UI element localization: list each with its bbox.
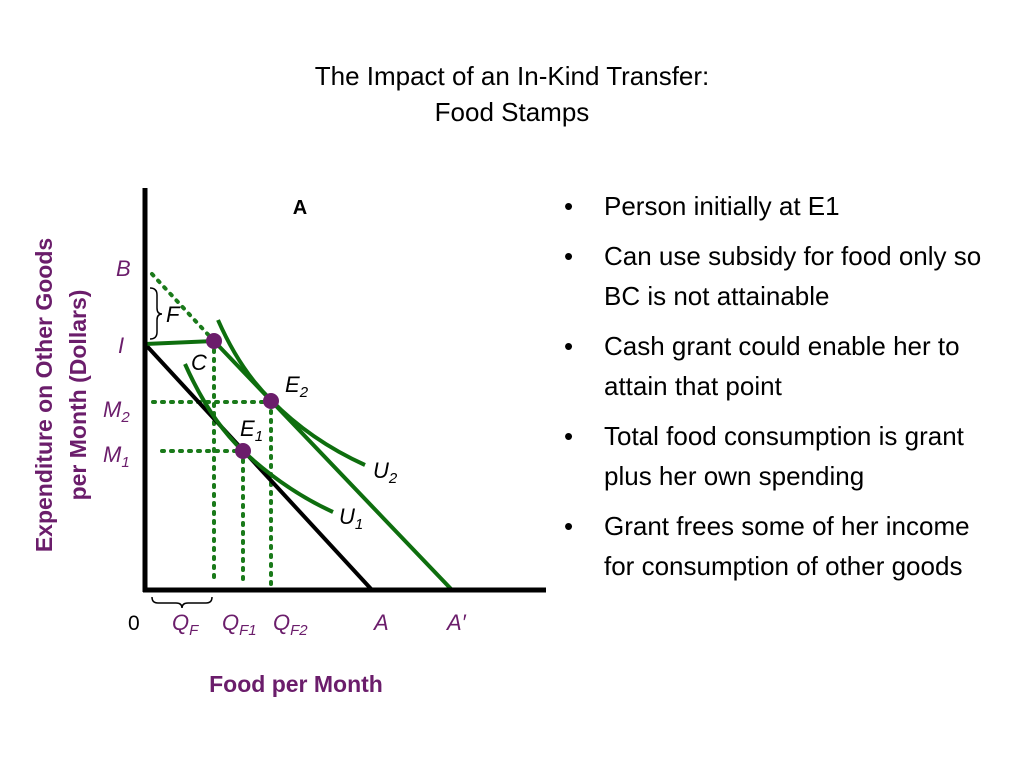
label: U1 [339,504,363,533]
label-sub: 1 [121,454,129,471]
label: QF1 [222,610,257,639]
label: U2 [373,458,398,487]
bullet: Total food consumption is grant plus her… [564,416,1000,496]
label: C [191,350,207,375]
brace [149,287,163,340]
label-main: Q [172,610,189,635]
point [263,393,279,409]
guides [150,272,273,586]
label-main: U [373,458,389,483]
label-main: M [103,442,122,467]
label: B [116,256,131,281]
label-sub: F [189,622,199,639]
x-axis-label: Food per Month [209,671,383,697]
label: E1 [240,416,263,445]
label-sub: 2 [299,384,309,401]
label: I [118,333,124,358]
title-line: The Impact of an In-Kind Transfer: [314,61,710,91]
label-sub: 1 [255,428,263,445]
label: F [166,302,181,327]
label-main: U [339,504,355,529]
label-main: E [285,372,300,397]
slide-title: The Impact of an In-Kind Transfer: Food … [0,58,1024,130]
label-sub: 1 [355,516,363,533]
label-sub: 2 [388,470,398,487]
bullet: Person initially at E1 [564,186,1000,226]
bullet: Can use subsidy for food only so BC is n… [564,236,1000,316]
panel-label: A [293,197,307,219]
label: A [372,610,389,635]
label: QF2 [273,610,308,639]
y-axis-label-line: Expenditure on Other Goods [31,238,57,552]
label: 0 [128,612,140,635]
label: QF [172,610,199,639]
y-axis-label: Expenditure on Other Goods per Month (Do… [31,238,91,552]
label-sub: F1 [239,622,257,639]
bullet: Grant frees some of her income for consu… [564,506,1000,586]
point [235,443,251,459]
label-main: Q [273,610,290,635]
point [206,333,222,349]
label: M2 [103,397,130,426]
bullet-list: Person initially at E1 Can use subsidy f… [560,186,1000,596]
guide [150,272,216,343]
label: M1 [103,442,130,471]
label-main: E [240,416,255,441]
y-axis-label-line: per Month (Dollars) [65,290,91,501]
label-sub: 2 [120,409,130,426]
label-sub: F2 [290,622,308,639]
bullet: Cash grant could enable her to attain th… [564,326,1000,406]
brace [151,596,213,609]
label-main: M [103,397,122,422]
label: A′ [445,610,467,635]
title-line: Food Stamps [434,97,590,127]
label-main: Q [222,610,239,635]
label: E2 [285,372,309,401]
